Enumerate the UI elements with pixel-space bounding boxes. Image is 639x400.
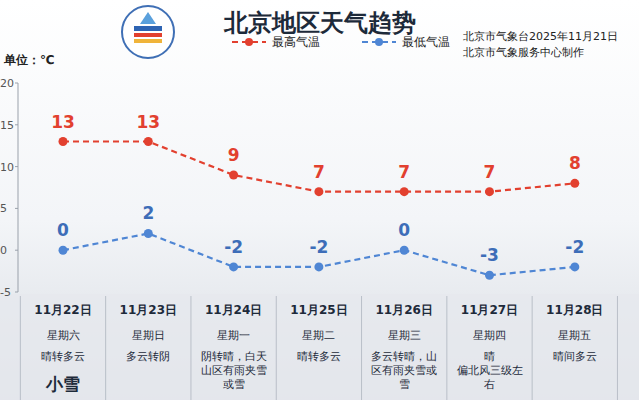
point — [400, 187, 409, 196]
y-tick — [15, 83, 18, 84]
point — [229, 262, 238, 271]
column-separator — [532, 296, 533, 400]
series-line — [63, 142, 575, 192]
point — [144, 229, 153, 238]
weekday: 星期日 — [132, 329, 165, 342]
data-label: 0 — [57, 220, 69, 240]
title: 北京地区天气趋势 — [223, 9, 416, 37]
weather: 晴 — [484, 350, 495, 363]
legend-item: 最高气温 — [232, 35, 320, 49]
x-tick-label: 11月23日 — [120, 303, 177, 317]
weekday: 星期三 — [388, 329, 421, 342]
logo-stripe — [134, 33, 162, 37]
x-tick-label: 11月22日 — [34, 303, 91, 317]
legend-item: 最低气温 — [362, 35, 450, 49]
column-separator — [276, 296, 277, 400]
column-separator — [617, 296, 618, 400]
x-tick-label: 11月24日 — [205, 303, 262, 317]
data-label: 2 — [142, 203, 154, 223]
legend-marker — [375, 38, 383, 46]
legend-marker — [245, 38, 253, 46]
column-separator — [20, 296, 21, 400]
data-label: 7 — [313, 162, 325, 182]
data-label: -2 — [309, 237, 328, 257]
point — [59, 137, 68, 146]
x-tick-label: 11月25日 — [290, 303, 347, 317]
weekday: 星期四 — [473, 329, 506, 342]
y-tick-label: -5 — [0, 286, 11, 299]
point — [485, 187, 494, 196]
weather: 区有雨夹雪或 — [371, 364, 437, 377]
y-tick — [15, 124, 18, 125]
logo-ring — [122, 6, 174, 58]
point — [314, 262, 323, 271]
legend-label: 最高气温 — [272, 35, 320, 49]
weather: 阴转晴，白天 — [201, 350, 267, 363]
y-axis-label: 单位：℃ — [3, 53, 55, 67]
legend-label: 最低气温 — [402, 35, 450, 49]
column-separator — [446, 296, 447, 400]
point — [144, 137, 153, 146]
background — [0, 0, 639, 400]
weather: 多云转阴 — [126, 350, 170, 363]
annotation: 北京市气象服务中心制作 — [463, 46, 584, 59]
data-label: 7 — [484, 162, 496, 182]
column-separator — [190, 296, 191, 400]
table-bg — [0, 294, 639, 400]
data-label: 0 — [398, 220, 410, 240]
chart: 北京地区天气趋势单位：℃ 北京市气象台2025年11月21日北京市气象服务中心制作… — [0, 0, 639, 400]
logo-peak — [140, 12, 156, 24]
point — [570, 262, 579, 271]
weather: 多云转晴，山 — [371, 350, 437, 363]
weekday: 星期二 — [302, 329, 335, 342]
data-label: 8 — [569, 153, 581, 173]
point — [400, 246, 409, 255]
y-tick-label: 10 — [0, 161, 14, 174]
series-line — [63, 233, 575, 275]
weather: 右 — [484, 378, 495, 391]
y-axis-line — [18, 83, 19, 292]
y-tick — [15, 250, 18, 251]
y-tick — [15, 166, 18, 167]
data-label: -2 — [224, 237, 243, 257]
weather: 山区有雨夹雪 — [201, 364, 267, 377]
x-tick-label: 11月27日 — [461, 303, 518, 317]
y-tick — [15, 208, 18, 209]
point — [485, 271, 494, 280]
data-label: 9 — [228, 145, 240, 165]
y-tick-label: 20 — [0, 77, 14, 90]
weather: 或雪 — [223, 378, 245, 391]
weather: 偏北风三级左 — [457, 364, 523, 377]
data-label: -2 — [565, 237, 584, 257]
solar-term: 小雪 — [45, 374, 80, 394]
y-tick-label: 0 — [0, 244, 7, 257]
point — [570, 179, 579, 188]
column-separator — [361, 296, 362, 400]
y-tick — [15, 292, 18, 293]
weekday: 星期五 — [558, 329, 591, 342]
y-tick-label: 15 — [0, 119, 14, 132]
logo-stripe — [134, 26, 162, 31]
annotation: 北京市气象台2025年11月21日 — [463, 30, 618, 43]
weather: 晴转多云 — [41, 350, 85, 363]
y-tick-label: 5 — [0, 202, 7, 215]
x-tick-label: 11月26日 — [375, 303, 432, 317]
data-label: -3 — [480, 245, 499, 265]
data-label: 13 — [51, 112, 75, 132]
data-label: 13 — [136, 112, 160, 132]
point — [229, 170, 238, 179]
point — [314, 187, 323, 196]
weekday: 星期六 — [47, 329, 80, 342]
weather: 雪 — [399, 378, 410, 391]
weekday: 星期一 — [217, 329, 250, 342]
column-separator — [105, 296, 106, 400]
x-tick-label: 11月28日 — [546, 303, 603, 317]
logo-stripe — [134, 39, 162, 43]
point — [59, 246, 68, 255]
data-label: 7 — [398, 162, 410, 182]
plot-area — [59, 137, 580, 280]
weather: 晴间多云 — [553, 350, 597, 363]
weather: 晴转多云 — [297, 350, 341, 363]
logo — [122, 6, 174, 58]
